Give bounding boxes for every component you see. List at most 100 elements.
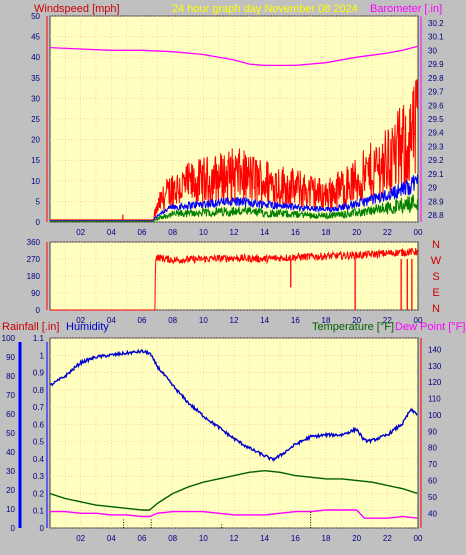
x-tick-label: 18 bbox=[322, 316, 331, 325]
baro-y-tick: 29.3 bbox=[428, 142, 444, 151]
humidity-y-tick: 20 bbox=[6, 486, 15, 495]
temp-panel bbox=[49, 337, 419, 529]
x-tick-label: 22 bbox=[383, 316, 392, 325]
humidity-y-tick: 30 bbox=[6, 467, 15, 476]
wind-y-tick: 10 bbox=[31, 177, 40, 186]
humidity-y-tick: 10 bbox=[6, 505, 15, 514]
x-tick-label: 16 bbox=[291, 316, 300, 325]
x-tick-label: 02 bbox=[76, 316, 85, 325]
temp-y-tick: 50 bbox=[428, 493, 437, 502]
x-tick-label: 10 bbox=[199, 228, 208, 237]
windspeed-low-line bbox=[50, 194, 418, 222]
temp-y-tick: 40 bbox=[428, 509, 437, 518]
x-tick-label: 10 bbox=[199, 316, 208, 325]
rain-y-tick: 0.6 bbox=[33, 420, 45, 429]
wind-y-tick: 5 bbox=[36, 197, 41, 206]
dir-y-tick: 90 bbox=[31, 289, 40, 298]
wind-direction-line bbox=[50, 247, 418, 311]
x-tick-label: 00 bbox=[414, 228, 423, 237]
x-tick-label: 08 bbox=[168, 316, 177, 325]
baro-y-tick: 29.4 bbox=[428, 129, 444, 138]
dewpoint-line bbox=[50, 509, 418, 519]
temperature-line bbox=[49, 469, 418, 511]
dir-y-tick: 360 bbox=[27, 238, 41, 247]
rain-y-tick: 0.7 bbox=[33, 403, 45, 412]
x-tick-label: 06 bbox=[138, 228, 147, 237]
wind-y-tick: 20 bbox=[31, 136, 40, 145]
baro-y-tick: 28.8 bbox=[428, 211, 444, 220]
dir-y-tick: 0 bbox=[36, 306, 41, 315]
x-tick-label: 14 bbox=[260, 534, 269, 543]
wind-y-tick: 30 bbox=[31, 94, 40, 103]
rain-y-tick: 1 bbox=[40, 351, 45, 360]
x-tick-label: 16 bbox=[291, 228, 300, 237]
baro-y-tick: 29.2 bbox=[428, 156, 444, 165]
humidity-y-tick: 100 bbox=[2, 334, 16, 343]
rain-y-tick: 0.5 bbox=[33, 438, 45, 447]
wind-y-tick: 50 bbox=[31, 12, 40, 21]
x-tick-label: 08 bbox=[168, 228, 177, 237]
x-tick-label: 20 bbox=[352, 228, 361, 237]
humidity-label: Humidity bbox=[66, 321, 109, 333]
humidity-y-tick: 40 bbox=[6, 448, 15, 457]
x-tick-label: 18 bbox=[322, 534, 331, 543]
x-tick-label: 02 bbox=[76, 534, 85, 543]
x-tick-label: 06 bbox=[138, 534, 147, 543]
x-tick-label: 12 bbox=[230, 316, 239, 325]
x-tick-label: 12 bbox=[230, 534, 239, 543]
rainfall-label: Rainfall [.in] bbox=[2, 321, 59, 333]
x-tick-label: 00 bbox=[414, 316, 423, 325]
humidity-y-tick: 0 bbox=[11, 524, 16, 533]
wind-y-tick: 40 bbox=[31, 53, 40, 62]
rain-y-tick: 0.1 bbox=[33, 507, 45, 516]
x-tick-label: 18 bbox=[322, 228, 331, 237]
dir-y-tick: 270 bbox=[27, 255, 41, 264]
temp-y-tick: 70 bbox=[428, 460, 437, 469]
x-tick-label: 02 bbox=[76, 228, 85, 237]
baro-y-tick: 29.7 bbox=[428, 88, 444, 97]
x-tick-label: 04 bbox=[107, 534, 116, 543]
graph-title: 24 hour graph day November 08 2024 bbox=[172, 3, 358, 15]
baro-y-tick: 29.9 bbox=[428, 60, 444, 69]
rain-y-tick: 1.1 bbox=[33, 334, 45, 343]
windspeed-label: Windspeed [mph] bbox=[34, 3, 120, 15]
x-tick-label: 04 bbox=[107, 228, 116, 237]
x-tick-label: 16 bbox=[291, 534, 300, 543]
baro-y-tick: 30.2 bbox=[428, 19, 444, 28]
temp-y-tick: 120 bbox=[428, 378, 442, 387]
temp-y-tick: 110 bbox=[428, 395, 441, 404]
humidity-line bbox=[49, 348, 418, 462]
temp-y-tick: 100 bbox=[428, 411, 442, 420]
baro-y-tick: 29 bbox=[428, 184, 437, 193]
temp-y-tick: 80 bbox=[428, 444, 437, 453]
dir-y-tick: 180 bbox=[27, 272, 41, 281]
compass-label: E bbox=[432, 287, 439, 299]
compass-label: S bbox=[432, 271, 439, 283]
humidity-y-tick: 70 bbox=[6, 391, 15, 400]
temp-y-tick: 90 bbox=[428, 427, 437, 436]
rain-y-tick: 0.4 bbox=[33, 455, 45, 464]
x-tick-label: 06 bbox=[138, 316, 147, 325]
baro-y-tick: 30.1 bbox=[428, 33, 444, 42]
rain-y-tick: 0.3 bbox=[33, 472, 45, 481]
compass-label: N bbox=[432, 239, 440, 251]
baro-y-tick: 30 bbox=[428, 46, 437, 55]
baro-y-tick: 29.6 bbox=[428, 101, 444, 110]
rain-y-tick: 0.8 bbox=[33, 386, 45, 395]
compass-label: N bbox=[432, 303, 440, 315]
temperature-label: Temperature [°F] bbox=[312, 321, 394, 333]
humidity-y-tick: 60 bbox=[6, 410, 15, 419]
x-tick-label: 14 bbox=[260, 316, 269, 325]
wind-y-tick: 25 bbox=[31, 115, 40, 124]
x-tick-label: 14 bbox=[260, 228, 269, 237]
humidity-y-tick: 90 bbox=[6, 353, 15, 362]
temp-y-tick: 140 bbox=[428, 345, 442, 354]
wind-y-tick: 45 bbox=[31, 33, 40, 42]
baro-y-tick: 29.5 bbox=[428, 115, 444, 124]
x-tick-label: 22 bbox=[383, 228, 392, 237]
wind-y-tick: 35 bbox=[31, 74, 40, 83]
x-tick-label: 00 bbox=[414, 534, 423, 543]
windspeed-gust-line bbox=[50, 79, 418, 221]
temp-y-tick: 130 bbox=[428, 362, 442, 371]
